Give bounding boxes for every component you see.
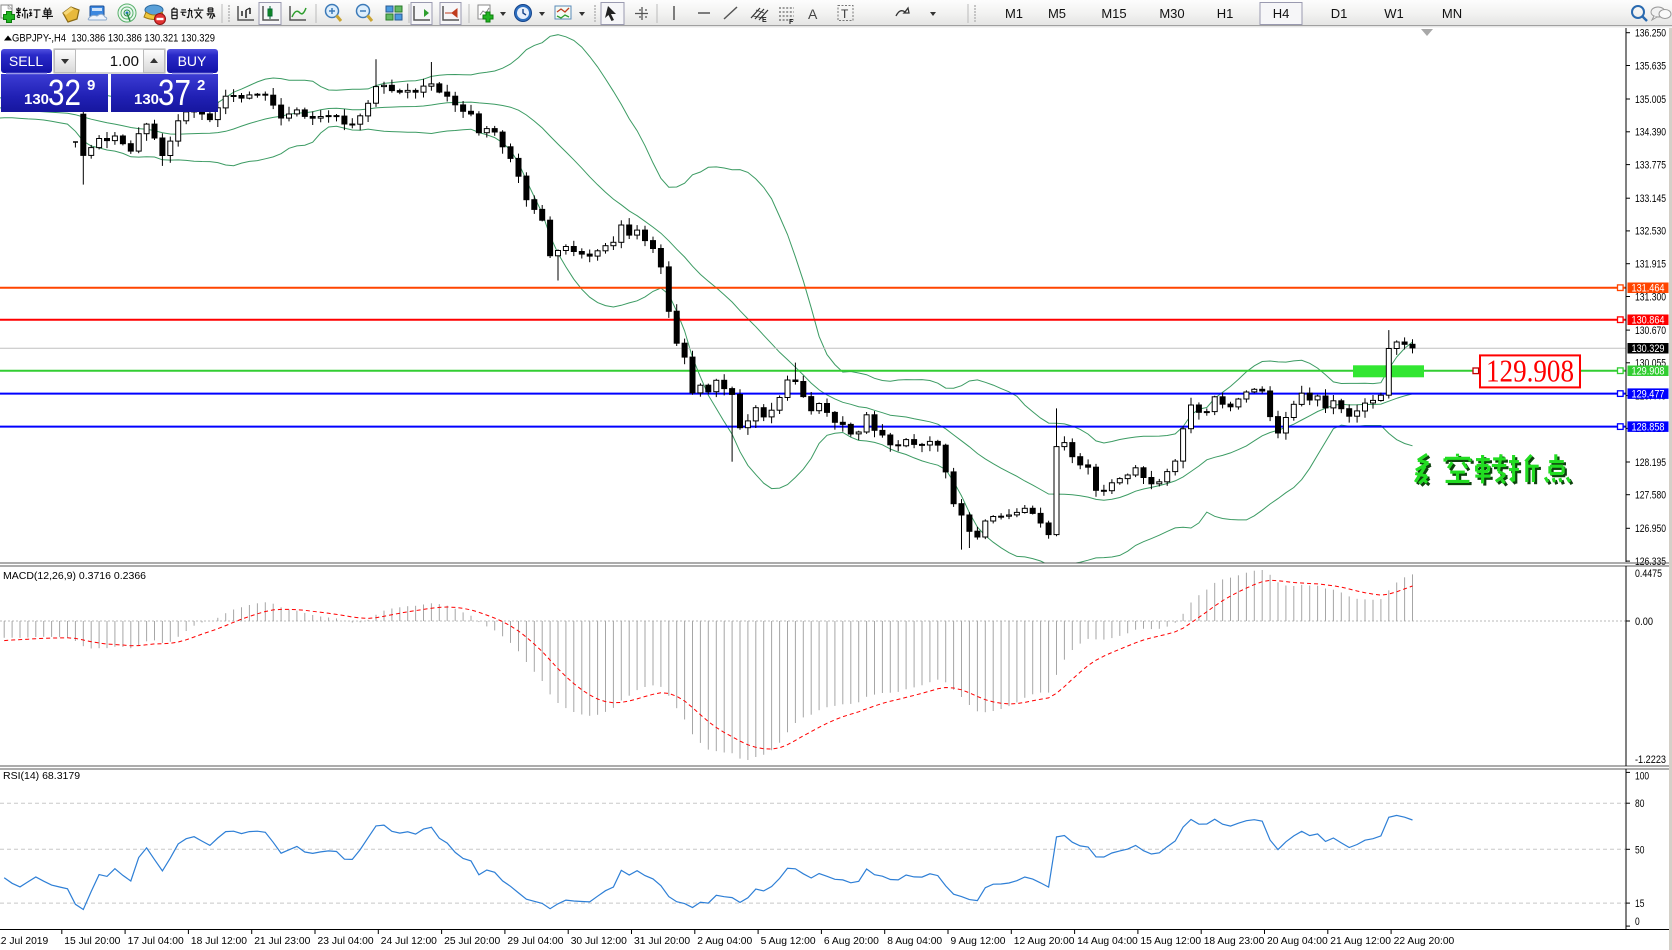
svg-text:15 Aug 12:00: 15 Aug 12:00 [1140,936,1201,947]
svg-text:H4: H4 [1273,6,1290,21]
svg-text:129.477: 129.477 [1632,389,1665,401]
svg-text:0: 0 [1635,916,1640,928]
svg-text:8 Aug 04:00: 8 Aug 04:00 [887,936,942,947]
svg-text:136.250: 136.250 [1635,28,1666,40]
svg-text:A: A [808,6,818,22]
svg-text:SELL: SELL [9,53,43,69]
svg-text:14 Aug 04:00: 14 Aug 04:00 [1077,936,1138,947]
svg-text:37: 37 [158,72,191,113]
svg-text:21 Aug 12:00: 21 Aug 12:00 [1330,936,1391,947]
svg-text:50: 50 [1635,844,1644,856]
svg-text:80: 80 [1635,798,1644,810]
svg-text:131.464: 131.464 [1632,283,1665,295]
svg-text:22 Aug 20:00: 22 Aug 20:00 [1394,936,1455,947]
svg-text:25 Jul 20:00: 25 Jul 20:00 [444,936,500,947]
svg-text:130.864: 130.864 [1632,315,1665,327]
svg-text:24 Jul 12:00: 24 Jul 12:00 [381,936,437,947]
svg-text:D1: D1 [1331,6,1348,21]
svg-text:T: T [841,7,849,21]
svg-text:130.329: 130.329 [1632,343,1665,355]
svg-text:129.908: 129.908 [1486,353,1574,389]
svg-text:31 Jul 20:00: 31 Jul 20:00 [634,936,690,947]
svg-text:128.858: 128.858 [1632,422,1665,434]
svg-text:GBPJPY-,H4 130.386 130.386 13: GBPJPY-,H4 130.386 130.386 130.321 130.3… [12,33,215,45]
svg-text:MN: MN [1442,6,1462,21]
svg-text:29 Jul 04:00: 29 Jul 04:00 [507,936,563,947]
svg-text:M5: M5 [1048,6,1066,21]
svg-text:12 Aug 20:00: 12 Aug 20:00 [1014,936,1075,947]
svg-text:M1: M1 [1005,6,1023,21]
svg-text:E: E [762,17,767,24]
svg-text:M30: M30 [1159,6,1184,21]
svg-text:32: 32 [48,72,81,113]
svg-text:2 Aug 04:00: 2 Aug 04:00 [697,936,752,947]
svg-text:129.908: 129.908 [1632,366,1665,378]
svg-text:15 Jul 20:00: 15 Jul 20:00 [64,936,120,947]
svg-text:132.530: 132.530 [1635,226,1666,238]
svg-text:126.950: 126.950 [1635,523,1666,535]
svg-text:100: 100 [1635,770,1649,782]
svg-text:-1.2223: -1.2223 [1635,754,1666,766]
svg-text:12 Jul 2019: 12 Jul 2019 [0,936,49,947]
svg-text:M15: M15 [1101,6,1126,21]
svg-text:133.775: 133.775 [1635,159,1666,171]
svg-text:130: 130 [24,91,49,108]
svg-text:128.195: 128.195 [1635,457,1666,469]
svg-text:18 Aug 23:00: 18 Aug 23:00 [1204,936,1265,947]
svg-text:23 Jul 04:00: 23 Jul 04:00 [318,936,374,947]
svg-text:126.335: 126.335 [1635,556,1666,568]
svg-text:135.005: 135.005 [1635,94,1666,106]
svg-text:15: 15 [1635,898,1644,910]
svg-text:135.635: 135.635 [1635,60,1666,72]
svg-text:1.00: 1.00 [110,53,139,70]
svg-text:H1: H1 [1217,6,1234,21]
svg-text:17 Jul 04:00: 17 Jul 04:00 [128,936,184,947]
svg-text:133.145: 133.145 [1635,193,1666,205]
svg-text:130: 130 [134,91,159,108]
svg-text:9 Aug 12:00: 9 Aug 12:00 [951,936,1006,947]
svg-text:6 Aug 20:00: 6 Aug 20:00 [824,936,879,947]
svg-text:MACD(12,26,9) 0.3716 0.2366: MACD(12,26,9) 0.3716 0.2366 [3,570,146,582]
svg-text:20 Aug 04:00: 20 Aug 04:00 [1267,936,1328,947]
svg-text:130.670: 130.670 [1635,325,1666,337]
svg-text:F: F [789,19,794,26]
svg-text:0.4475: 0.4475 [1635,568,1662,580]
svg-text:134.390: 134.390 [1635,127,1666,139]
svg-text:9: 9 [87,77,95,94]
svg-text:RSI(14) 68.3179: RSI(14) 68.3179 [3,770,80,782]
svg-text:131.915: 131.915 [1635,259,1666,271]
svg-text:30 Jul 12:00: 30 Jul 12:00 [571,936,627,947]
svg-text:18 Jul 12:00: 18 Jul 12:00 [191,936,247,947]
svg-text:131.300: 131.300 [1635,291,1666,303]
svg-text:0.00: 0.00 [1635,616,1653,628]
svg-text:21 Jul 23:00: 21 Jul 23:00 [254,936,310,947]
svg-text:W1: W1 [1384,6,1404,21]
svg-text:BUY: BUY [178,53,207,69]
svg-text:2: 2 [197,77,205,94]
svg-text:5 Aug 12:00: 5 Aug 12:00 [761,936,816,947]
svg-text:127.580: 127.580 [1635,490,1666,502]
